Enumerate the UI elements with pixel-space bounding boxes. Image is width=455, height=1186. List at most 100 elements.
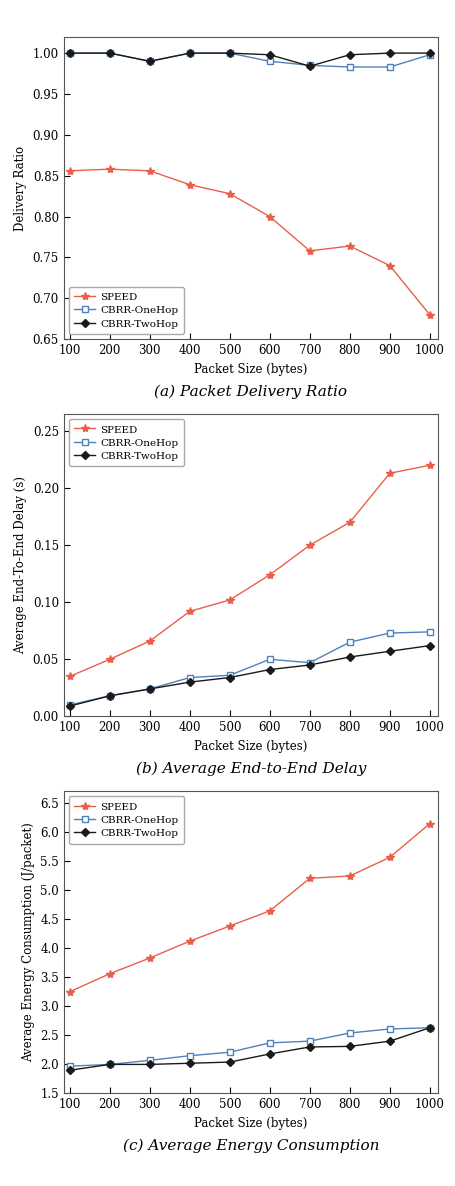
CBRR-OneHop — [147, 682, 152, 696]
Legend: SPEED, CBRR-OneHop, CBRR-TwoHop: SPEED, CBRR-OneHop, CBRR-TwoHop — [69, 419, 183, 466]
CBRR-TwoHop — [426, 1021, 431, 1035]
CBRR-TwoHop — [227, 670, 232, 684]
CBRR-OneHop — [227, 46, 232, 60]
X-axis label: Packet Size (bytes): Packet Size (bytes) — [194, 1117, 307, 1130]
CBRR-OneHop — [67, 697, 72, 712]
X-axis label: Packet Size (bytes): Packet Size (bytes) — [194, 740, 307, 753]
Line: SPEED: SPEED — [66, 461, 433, 681]
SPEED — [227, 186, 232, 200]
CBRR-TwoHop — [426, 46, 431, 60]
SPEED — [306, 872, 312, 886]
SPEED — [107, 967, 112, 981]
CBRR-TwoHop — [107, 46, 112, 60]
CBRR-TwoHop — [267, 1047, 272, 1061]
SPEED — [386, 850, 392, 865]
SPEED — [346, 238, 352, 253]
CBRR-TwoHop — [306, 59, 312, 74]
Y-axis label: Average Energy Consumption (J/packet): Average Energy Consumption (J/packet) — [22, 822, 35, 1063]
CBRR-TwoHop — [227, 46, 232, 60]
SPEED — [67, 984, 72, 999]
CBRR-TwoHop — [107, 1057, 112, 1071]
Line: CBRR-TwoHop: CBRR-TwoHop — [66, 50, 432, 69]
CBRR-TwoHop — [107, 689, 112, 703]
CBRR-OneHop — [267, 652, 272, 667]
CBRR-OneHop — [107, 689, 112, 703]
SPEED — [426, 816, 431, 830]
SPEED — [386, 466, 392, 480]
CBRR-OneHop — [346, 635, 352, 649]
CBRR-OneHop — [386, 60, 392, 75]
SPEED — [426, 458, 431, 472]
SPEED — [267, 568, 272, 582]
CBRR-TwoHop — [386, 46, 392, 60]
CBRR-TwoHop — [346, 1039, 352, 1053]
Line: CBRR-TwoHop: CBRR-TwoHop — [66, 1025, 432, 1073]
CBRR-TwoHop — [346, 650, 352, 664]
CBRR-TwoHop — [147, 682, 152, 696]
SPEED — [426, 307, 431, 321]
CBRR-OneHop — [267, 55, 272, 69]
Line: CBRR-TwoHop: CBRR-TwoHop — [66, 643, 432, 709]
CBRR-OneHop — [306, 58, 312, 72]
Line: SPEED: SPEED — [66, 165, 433, 319]
CBRR-OneHop — [426, 625, 431, 639]
Legend: SPEED, CBRR-OneHop, CBRR-TwoHop: SPEED, CBRR-OneHop, CBRR-TwoHop — [69, 796, 183, 843]
SPEED — [187, 604, 192, 618]
CBRR-TwoHop — [426, 638, 431, 652]
CBRR-OneHop — [107, 46, 112, 60]
CBRR-OneHop — [267, 1035, 272, 1050]
SPEED — [227, 593, 232, 607]
CBRR-TwoHop — [67, 46, 72, 60]
Text: (c) Average Energy Consumption: (c) Average Energy Consumption — [122, 1139, 378, 1153]
SPEED — [306, 538, 312, 553]
Y-axis label: Average End-To-End Delay (s): Average End-To-End Delay (s) — [14, 476, 27, 655]
CBRR-TwoHop — [306, 658, 312, 672]
Line: SPEED: SPEED — [66, 820, 433, 996]
CBRR-TwoHop — [187, 1056, 192, 1070]
CBRR-OneHop — [346, 1026, 352, 1040]
CBRR-TwoHop — [267, 663, 272, 677]
CBRR-OneHop — [67, 1059, 72, 1073]
CBRR-OneHop — [67, 46, 72, 60]
SPEED — [147, 951, 152, 965]
CBRR-OneHop — [386, 1022, 392, 1037]
SPEED — [187, 178, 192, 192]
CBRR-TwoHop — [306, 1040, 312, 1054]
CBRR-OneHop — [227, 668, 232, 682]
CBRR-OneHop — [187, 1048, 192, 1063]
CBRR-OneHop — [147, 1053, 152, 1067]
SPEED — [147, 164, 152, 178]
CBRR-TwoHop — [346, 47, 352, 62]
CBRR-OneHop — [386, 626, 392, 640]
CBRR-TwoHop — [187, 675, 192, 689]
SPEED — [67, 669, 72, 683]
Text: (b) Average End-to-End Delay: (b) Average End-to-End Delay — [135, 761, 365, 776]
Line: CBRR-OneHop: CBRR-OneHop — [66, 629, 432, 708]
CBRR-OneHop — [306, 1034, 312, 1048]
CBRR-OneHop — [306, 656, 312, 670]
X-axis label: Packet Size (bytes): Packet Size (bytes) — [194, 363, 307, 376]
Line: CBRR-OneHop: CBRR-OneHop — [66, 50, 432, 70]
CBRR-OneHop — [346, 60, 352, 75]
CBRR-TwoHop — [227, 1056, 232, 1070]
CBRR-OneHop — [187, 46, 192, 60]
SPEED — [306, 244, 312, 259]
CBRR-TwoHop — [386, 1034, 392, 1048]
CBRR-TwoHop — [147, 1057, 152, 1071]
SPEED — [346, 869, 352, 884]
CBRR-OneHop — [426, 47, 431, 62]
SPEED — [346, 515, 352, 529]
Y-axis label: Delivery Ratio: Delivery Ratio — [14, 146, 27, 230]
SPEED — [187, 935, 192, 949]
SPEED — [267, 210, 272, 224]
CBRR-TwoHop — [67, 699, 72, 713]
Line: CBRR-OneHop: CBRR-OneHop — [66, 1025, 432, 1070]
SPEED — [107, 162, 112, 177]
SPEED — [227, 919, 232, 933]
SPEED — [107, 652, 112, 667]
Legend: SPEED, CBRR-OneHop, CBRR-TwoHop: SPEED, CBRR-OneHop, CBRR-TwoHop — [69, 287, 183, 334]
Text: (a) Packet Delivery Ratio: (a) Packet Delivery Ratio — [154, 384, 347, 398]
CBRR-TwoHop — [67, 1063, 72, 1077]
CBRR-OneHop — [107, 1057, 112, 1071]
CBRR-TwoHop — [147, 55, 152, 69]
